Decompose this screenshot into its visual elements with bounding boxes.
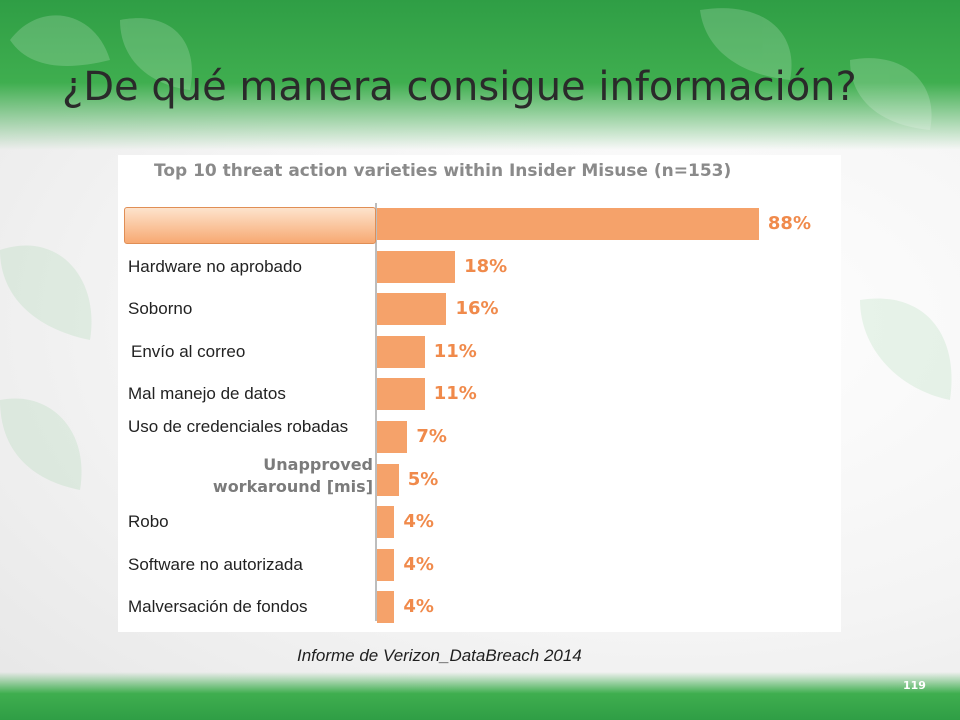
bar-2 [377, 250, 456, 283]
category-label-2: Hardware no aprobado [128, 256, 302, 276]
category-label-5: Mal manejo de datos [128, 384, 286, 404]
bar-value-label-9: 4% [403, 553, 434, 575]
bar-value-label-7: 5% [407, 468, 439, 490]
bar-value-label-8: 4% [403, 511, 434, 533]
bar-value-label-2: 18% [464, 255, 508, 277]
bar-10 [377, 591, 395, 624]
page-number: 119 [903, 679, 926, 692]
category-label-4: Envío al correo [131, 341, 246, 361]
bar-4 [377, 335, 425, 368]
bar-1 [377, 208, 759, 240]
bar-value-label-3: 16% [455, 298, 499, 320]
chart-title: Top 10 threat action varieties within In… [154, 161, 732, 181]
category-label-box-highlight [124, 207, 376, 244]
chart-axis-line [375, 203, 377, 621]
category-label-9: Software no autorizada [128, 554, 303, 574]
bar-value-label-1: 88% [767, 213, 811, 234]
bar-5 [377, 378, 425, 411]
bar-value-label-5: 11% [433, 383, 477, 405]
category-label-10: Malversación de fondos [128, 597, 308, 617]
bar-value-label-6: 7% [416, 426, 447, 447]
category-label-8: Robo [128, 512, 169, 532]
bar-9 [377, 548, 395, 581]
slide-title: ¿De qué manera consigue información? [62, 64, 857, 110]
category-label-3: Soborno [128, 299, 193, 319]
bar-value-label-4: 11% [433, 340, 477, 362]
bar-value-label-10: 4% [403, 596, 434, 618]
bar-7 [377, 463, 399, 496]
bar-8 [377, 506, 395, 539]
category-label-6: Uso de credenciales robadas [128, 417, 349, 436]
top-green-band [0, 0, 960, 150]
source-note: Informe de Verizon_DataBreach 2014 [297, 646, 582, 665]
bar-3 [377, 293, 447, 326]
bar-6 [377, 421, 408, 453]
chart-panel: Top 10 threat action varieties within In… [118, 155, 841, 632]
bottom-green-band [0, 672, 960, 720]
category-label-original: Unapproved workaround [mis] [212, 455, 373, 496]
